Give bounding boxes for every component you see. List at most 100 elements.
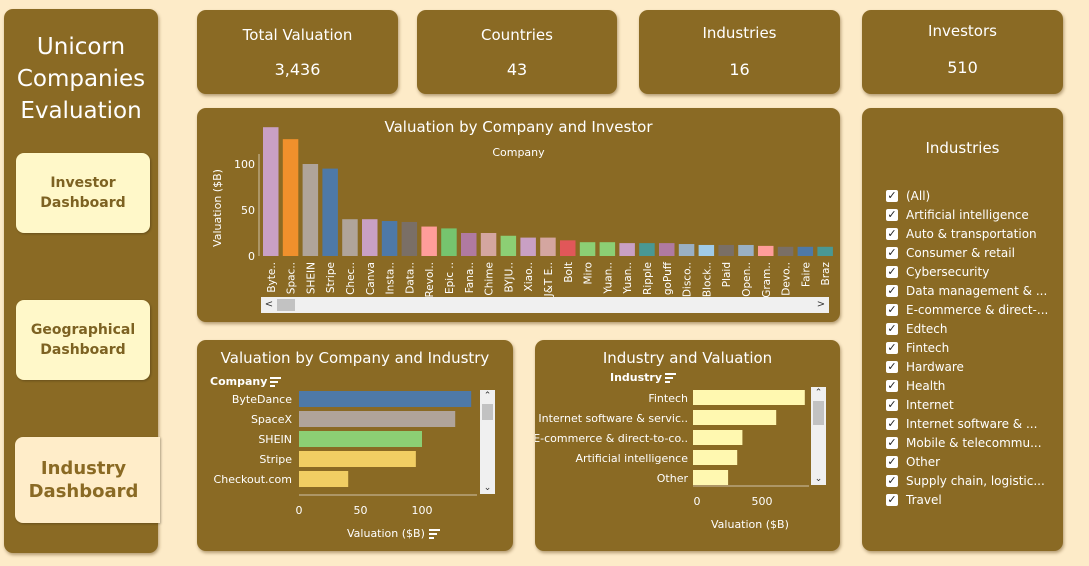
- industry-filter-option[interactable]: ✓ Consumer & retail: [886, 246, 1015, 260]
- x-tick-label: Revol..: [424, 262, 436, 298]
- industry-filter-option[interactable]: ✓ Health: [886, 379, 945, 393]
- x-axis-header: Company: [492, 146, 545, 159]
- industry-filter-option[interactable]: ✓ (All): [886, 189, 930, 203]
- industry-filter-label: Internet software & ...: [906, 417, 1038, 431]
- x-tick-label: Chec..: [345, 262, 357, 295]
- horizontal-scrollbar[interactable]: < >: [261, 297, 829, 313]
- scroll-right-arrow-icon[interactable]: >: [816, 299, 826, 310]
- kpi-countries: Countries 43: [417, 10, 617, 94]
- bar: [461, 233, 477, 256]
- industry-filter-option[interactable]: ✓ Artificial intelligence: [886, 208, 1029, 222]
- x-tick-label: Epic ..: [444, 262, 456, 294]
- scroll-thumb[interactable]: [813, 401, 824, 425]
- nav-geographical-dashboard[interactable]: Geographical Dashboard: [16, 300, 150, 380]
- scroll-down-arrow-icon[interactable]: ⌄: [814, 474, 823, 484]
- industry-filter-label: Internet: [906, 398, 954, 412]
- industry-filter-option[interactable]: ✓ Internet software & ...: [886, 417, 1037, 431]
- industry-filter-option[interactable]: ✓ Fintech: [886, 341, 949, 355]
- checkbox-checked-icon[interactable]: ✓: [886, 284, 898, 297]
- checkbox-checked-icon[interactable]: ✓: [886, 398, 898, 411]
- checkbox-checked-icon[interactable]: ✓: [886, 341, 898, 354]
- x-tick-label: Yuan..: [622, 262, 634, 295]
- checkbox-checked-icon[interactable]: ✓: [886, 265, 898, 278]
- checkbox-checked-icon[interactable]: ✓: [886, 474, 898, 487]
- industry-filter-option[interactable]: ✓ Mobile & telecommu...: [886, 436, 1042, 450]
- scroll-up-arrow-icon[interactable]: ⌃: [814, 388, 823, 398]
- company-industry-bar-chart: ByteDance SpaceX SHEIN Stripe Checkout.com 0 5…: [214, 391, 477, 517]
- y-axis-label: Valuation ($B): [211, 169, 224, 247]
- nav-industry-dashboard[interactable]: Industry Dashboard: [15, 437, 160, 523]
- x-tick-label: Open..: [741, 262, 753, 297]
- industry-filter-label: Cybersecurity: [906, 265, 990, 279]
- kpi-title: Investors: [928, 22, 997, 40]
- nav-investor-dashboard[interactable]: Investor Dashboard: [16, 153, 150, 233]
- checkbox-checked-icon[interactable]: ✓: [886, 493, 898, 506]
- row-label: Internet software & servic..: [538, 412, 688, 425]
- bar: [738, 244, 754, 256]
- industry-filter-option[interactable]: ✓ Internet: [886, 398, 954, 412]
- bar: [401, 221, 418, 256]
- sidebar-panel: Unicorn Companies Evaluation Investor Da…: [4, 9, 160, 553]
- industry-filter-option[interactable]: ✓ Cybersecurity: [886, 265, 989, 279]
- checkbox-checked-icon[interactable]: ✓: [886, 436, 898, 449]
- industry-filter-option[interactable]: ✓ Auto & transportation: [886, 227, 1037, 241]
- checkbox-checked-icon[interactable]: ✓: [886, 246, 898, 259]
- vertical-scrollbar[interactable]: ⌃ ⌄: [480, 390, 495, 494]
- sort-icon[interactable]: [428, 528, 441, 539]
- row-label: ByteDance: [232, 393, 292, 406]
- industry-filter-option[interactable]: ✓ Edtech: [886, 322, 948, 336]
- x-tick-label: Ripple: [642, 262, 654, 295]
- checkbox-checked-icon[interactable]: ✓: [886, 322, 898, 335]
- checkbox-checked-icon[interactable]: ✓: [886, 417, 898, 430]
- bar: [698, 244, 715, 256]
- sort-icon[interactable]: [270, 376, 282, 387]
- industry-filter-option[interactable]: ✓ Data management & ...: [886, 284, 1047, 298]
- industry-filter-option[interactable]: ✓ E-commerce & direct-...: [886, 303, 1048, 317]
- bar: [693, 450, 738, 465]
- industry-filter-label: Health: [906, 379, 946, 393]
- x-tick-label: SHEIN: [305, 262, 317, 294]
- industry-filter-label: Fintech: [906, 341, 950, 355]
- scroll-thumb[interactable]: [277, 299, 295, 311]
- industry-filter-option[interactable]: ✓ Travel: [886, 493, 942, 507]
- checkbox-checked-icon[interactable]: ✓: [886, 303, 898, 316]
- x-tick-label: Chime: [484, 262, 496, 296]
- bar: [500, 235, 517, 256]
- chart-title: Industry and Valuation: [602, 349, 773, 367]
- bar: [342, 219, 358, 256]
- industry-filter-label: Supply chain, logistic...: [906, 474, 1045, 488]
- row-header: Industry: [610, 371, 677, 384]
- bar: [619, 243, 635, 256]
- x-tick-label: Devo..: [781, 262, 793, 296]
- checkbox-checked-icon[interactable]: ✓: [886, 360, 898, 373]
- bar: [718, 244, 734, 256]
- checkbox-checked-icon[interactable]: ✓: [886, 189, 898, 202]
- checkbox-checked-icon[interactable]: ✓: [886, 455, 898, 468]
- sort-icon[interactable]: [665, 372, 677, 383]
- scroll-up-arrow-icon[interactable]: ⌃: [483, 391, 492, 401]
- industry-filter-option[interactable]: ✓ Hardware: [886, 360, 964, 374]
- checkbox-checked-icon[interactable]: ✓: [886, 379, 898, 392]
- x-tick-label: 50: [354, 504, 368, 517]
- row-header-label: Industry: [610, 371, 663, 384]
- checkbox-checked-icon[interactable]: ✓: [886, 227, 898, 240]
- checkbox-checked-icon[interactable]: ✓: [886, 208, 898, 221]
- scroll-thumb[interactable]: [482, 404, 493, 420]
- industry-filter-option[interactable]: ✓ Supply chain, logistic...: [886, 474, 1045, 488]
- bar: [797, 246, 814, 256]
- vertical-scrollbar[interactable]: ⌃ ⌄: [811, 387, 826, 485]
- scroll-left-arrow-icon[interactable]: <: [264, 299, 274, 310]
- industry-filter-label: Artificial intelligence: [906, 208, 1029, 222]
- bar: [540, 237, 556, 256]
- industry-filter-label: Auto & transportation: [906, 227, 1037, 241]
- bar: [299, 391, 472, 407]
- industry-valuation-bar-chart: Fintech Internet software & servic.. E-com…: [535, 390, 809, 508]
- row-header-label: Company: [210, 375, 268, 388]
- row-label: Fintech: [648, 392, 688, 405]
- industry-filter-option[interactable]: ✓ Other: [886, 455, 940, 469]
- scroll-down-arrow-icon[interactable]: ⌄: [483, 483, 492, 493]
- industry-filter-label: Consumer & retail: [906, 246, 1015, 260]
- filter-title: Industries: [925, 139, 1000, 157]
- y-tick-label: 50: [241, 204, 255, 217]
- bar: [263, 127, 279, 256]
